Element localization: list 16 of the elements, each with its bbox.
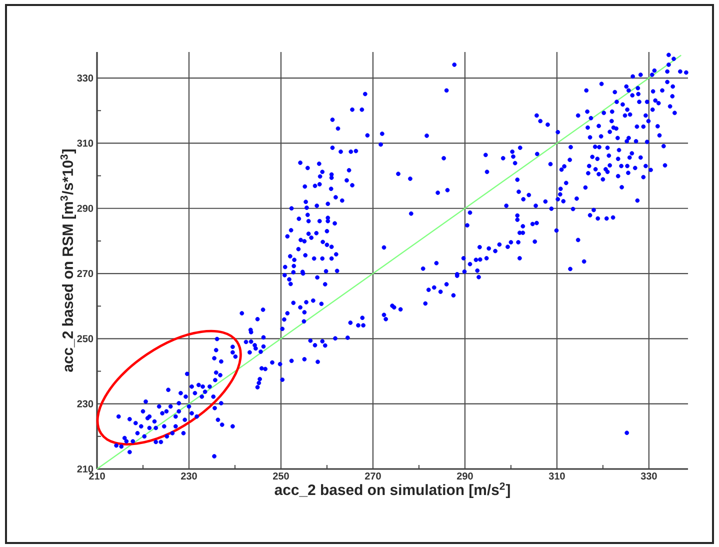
x-tick-label: 250: [273, 472, 289, 480]
x-axis-title: acc_2 based on simulation [m/s$^{2}$]: [274, 482, 510, 498]
x-tick-label: 270: [364, 472, 381, 480]
x-tick-label: 230: [181, 472, 197, 480]
y-tick-label: 250: [77, 335, 94, 342]
y-tick-label: 230: [77, 400, 94, 408]
y-axis-title: acc_2 based on RSM [m$^{3}$/s*10$^{3}$]: [60, 150, 76, 372]
y-tick-label: 270: [77, 270, 94, 278]
y-tick-label: 210: [77, 465, 94, 473]
x-tick-label: 310: [548, 472, 565, 480]
y-tick-label: 330: [77, 74, 94, 82]
x-tick-label: 210: [89, 472, 105, 480]
x-tick-label: 290: [456, 472, 473, 480]
x-tick-label: 330: [640, 472, 657, 480]
y-tick-label: 290: [77, 204, 94, 212]
y-tick-label: 310: [77, 140, 94, 147]
